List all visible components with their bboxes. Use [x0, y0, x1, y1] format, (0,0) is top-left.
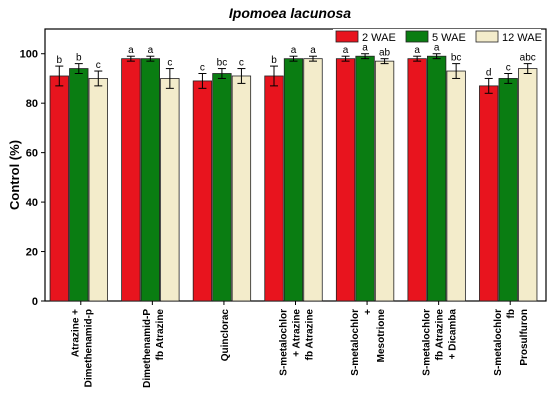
significance-letter: d [486, 67, 492, 78]
y-axis-label: Control (%) [7, 140, 22, 210]
x-category-label: S-metalochlor [493, 309, 504, 376]
x-category-label: fb Atrazine [155, 309, 166, 361]
bar [355, 55, 375, 302]
bar [283, 58, 304, 302]
bar [49, 75, 69, 302]
x-category-label: Atrazine + [70, 309, 81, 357]
bar [212, 73, 232, 302]
significance-letter: b [76, 53, 82, 64]
legend-swatch [335, 30, 359, 43]
significance-letter: abc [520, 53, 536, 64]
y-tick-label: 80 [26, 98, 38, 110]
x-category-label: fb [506, 309, 517, 318]
y-tick-label: 100 [20, 49, 38, 61]
bar [518, 68, 538, 302]
bar [374, 60, 395, 302]
significance-letter: a [148, 45, 154, 56]
bar [88, 78, 108, 302]
bar [446, 70, 466, 302]
bar [335, 58, 356, 302]
legend-swatch [405, 30, 429, 43]
x-category-label: fb Atrazine [305, 309, 316, 361]
significance-letter: bc [217, 58, 228, 69]
significance-letter: a [434, 43, 440, 54]
x-category-label: fb Atrazine [435, 309, 446, 361]
legend-label: 5 WAE [432, 32, 466, 44]
bar [121, 58, 141, 302]
bar [69, 68, 89, 302]
bar [192, 80, 213, 302]
x-category-label: Quinclorac [220, 309, 231, 362]
legend-label: 2 WAE [362, 32, 396, 44]
significance-letter: b [57, 55, 63, 66]
x-category-label: Dimethenamid-p [83, 309, 94, 387]
x-category-label: + Atrazine [292, 309, 303, 357]
significance-letter: a [362, 43, 368, 54]
legend-label: 12 WAE [502, 32, 542, 44]
y-tick-label: 20 [26, 247, 38, 259]
significance-letter: ab [379, 48, 391, 59]
legend: 2 WAE 5 WAE 12 WAE [333, 29, 542, 45]
y-tick-label: 40 [26, 197, 38, 209]
x-category-label: S-metalochlor [422, 309, 433, 376]
significance-letter: c [167, 58, 172, 69]
x-category-label: + Dicamba [448, 309, 459, 360]
x-category-label: Mesotrione [376, 309, 387, 363]
bar [264, 75, 284, 302]
x-category-label: Prosulfuron [519, 309, 530, 366]
significance-letter: c [200, 63, 205, 74]
x-category-label: + [363, 309, 374, 315]
bar [231, 75, 252, 302]
chart-title: Ipomoea lacunosa [229, 5, 351, 21]
significance-letter: c [506, 63, 511, 74]
significance-letter: bc [451, 53, 462, 64]
x-category-label: S-metalochlor [350, 309, 361, 376]
bar [407, 58, 427, 302]
bar [426, 55, 447, 302]
bar [160, 78, 180, 302]
significance-letter: a [128, 45, 134, 56]
significance-letter: c [239, 58, 244, 69]
x-category-label: Dimethenamid-P [142, 309, 153, 388]
y-tick-label: 60 [26, 148, 38, 160]
x-category-label: S-metalochlor [279, 309, 290, 376]
legend-swatch [475, 30, 499, 43]
bar [479, 85, 499, 302]
y-tick-label: 0 [32, 296, 38, 308]
significance-letter: b [271, 55, 277, 66]
bar [303, 58, 323, 302]
bar [498, 78, 518, 302]
bar [140, 58, 161, 302]
significance-letter: c [96, 60, 101, 71]
significance-letter: a [343, 45, 349, 56]
significance-letter: a [291, 45, 297, 56]
significance-letter: a [310, 45, 316, 56]
significance-letter: a [414, 45, 420, 56]
